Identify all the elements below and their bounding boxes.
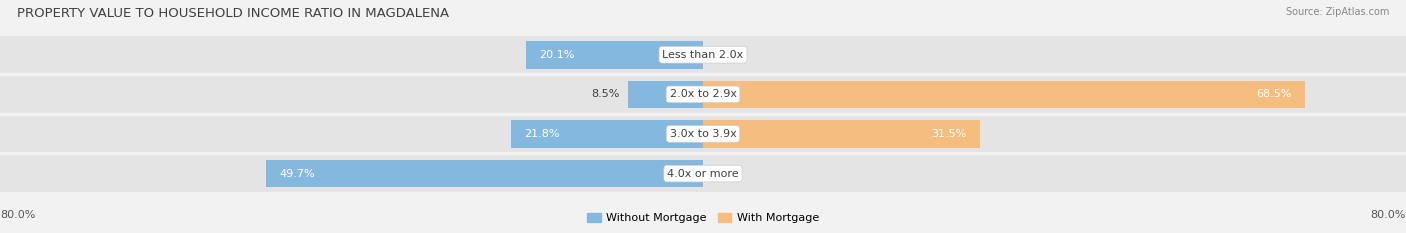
Text: 80.0%: 80.0% (0, 210, 35, 220)
Text: Source: ZipAtlas.com: Source: ZipAtlas.com (1285, 7, 1389, 17)
Bar (628, 81, 703, 108)
Text: 3.0x to 3.9x: 3.0x to 3.9x (669, 129, 737, 139)
Bar (512, 120, 703, 148)
Bar (703, 81, 1305, 108)
Bar (703, 120, 980, 148)
Text: 49.7%: 49.7% (280, 169, 315, 178)
Text: 20.1%: 20.1% (540, 50, 575, 60)
Text: 0.0%: 0.0% (711, 50, 740, 60)
Text: 80.0%: 80.0% (1371, 210, 1406, 220)
Text: 21.8%: 21.8% (524, 129, 560, 139)
Text: Less than 2.0x: Less than 2.0x (662, 50, 744, 60)
Text: 4.0x or more: 4.0x or more (668, 169, 738, 178)
Text: PROPERTY VALUE TO HOUSEHOLD INCOME RATIO IN MAGDALENA: PROPERTY VALUE TO HOUSEHOLD INCOME RATIO… (17, 7, 449, 20)
Bar (266, 160, 703, 187)
Text: 0.0%: 0.0% (711, 169, 740, 178)
Text: 31.5%: 31.5% (931, 129, 967, 139)
Legend: Without Mortgage, With Mortgage: Without Mortgage, With Mortgage (582, 208, 824, 227)
Text: 8.5%: 8.5% (591, 89, 620, 99)
Bar (526, 41, 703, 69)
Text: 2.0x to 2.9x: 2.0x to 2.9x (669, 89, 737, 99)
Text: 68.5%: 68.5% (1257, 89, 1292, 99)
